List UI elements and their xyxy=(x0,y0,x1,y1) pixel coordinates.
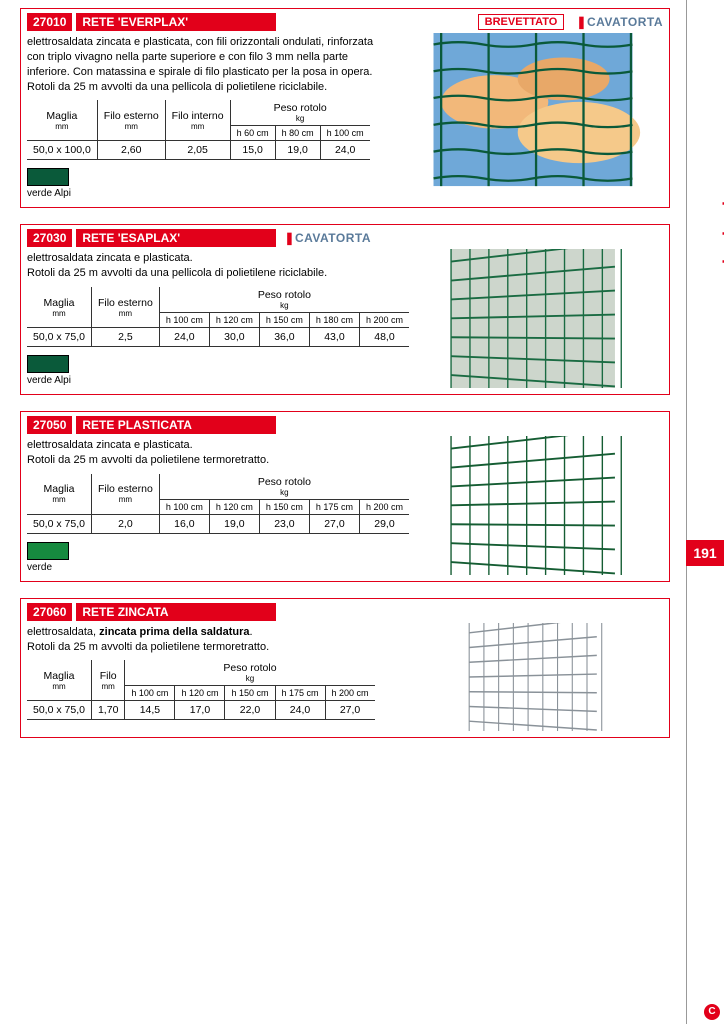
section-header: 27030 RETE 'ESAPLAX' ❚CAVATORTA xyxy=(27,229,663,247)
product-title: RETE ZINCATA xyxy=(76,603,276,621)
product-image xyxy=(403,33,663,201)
table-cell: 30,0 xyxy=(209,328,259,347)
sub-col-header: h 200 cm xyxy=(359,499,409,514)
col-header: Magliamm xyxy=(27,100,97,141)
product-code: 27010 xyxy=(27,13,72,31)
product-section: 27030 RETE 'ESAPLAX' ❚CAVATORTA elettrosal… xyxy=(20,224,670,395)
sub-col-header: h 120 cm xyxy=(209,313,259,328)
table-cell: 2,0 xyxy=(91,514,159,533)
table-cell: 48,0 xyxy=(359,328,409,347)
table-cell: 50,0 x 100,0 xyxy=(27,141,97,160)
table-cell: 50,0 x 75,0 xyxy=(27,701,91,720)
col-header-group: Peso rotolokg xyxy=(125,660,375,686)
product-description: elettrosaldata, zincata prima della sald… xyxy=(27,625,392,655)
sub-col-header: h 200 cm xyxy=(325,686,375,701)
table-cell: 27,0 xyxy=(309,514,359,533)
brand-logo: ❚CAVATORTA xyxy=(576,15,663,29)
product-code: 27050 xyxy=(27,416,72,434)
col-header: Magliamm xyxy=(27,287,91,328)
table-cell: 24,0 xyxy=(275,701,325,720)
sub-col-header: h 175 cm xyxy=(275,686,325,701)
col-header: Filo esternomm xyxy=(91,287,159,328)
sub-col-header: h 150 cm xyxy=(259,313,309,328)
table-cell: 19,0 xyxy=(209,514,259,533)
sub-col-header: h 150 cm xyxy=(259,499,309,514)
table-cell: 27,0 xyxy=(325,701,375,720)
table-cell: 1,70 xyxy=(91,701,124,720)
table-cell: 2,05 xyxy=(165,141,230,160)
product-image xyxy=(403,436,663,575)
product-section: 27060 RETE ZINCATA elettrosaldata, zincat… xyxy=(20,598,670,738)
color-swatch xyxy=(27,168,69,186)
sub-col-header: h 80 cm xyxy=(275,126,320,141)
section-header: 27060 RETE ZINCATA xyxy=(27,603,663,621)
sub-col-header: h 100 cm xyxy=(320,126,370,141)
page-number: 191 xyxy=(686,540,724,566)
col-header-group: Peso rotolokg xyxy=(159,474,409,500)
col-header: Filo esternomm xyxy=(97,100,165,141)
sub-col-header: h 100 cm xyxy=(159,499,209,514)
corner-badge: C xyxy=(704,1004,720,1020)
table-cell: 50,0 x 75,0 xyxy=(27,514,91,533)
sub-col-header: h 175 cm xyxy=(309,499,359,514)
sub-col-header: h 180 cm xyxy=(309,313,359,328)
product-image xyxy=(403,623,663,731)
product-section: 27010 RETE 'EVERPLAX' BREVETTATO ❚CAVATORT… xyxy=(20,8,670,208)
patent-badge: BREVETTATO xyxy=(478,14,565,30)
product-title: RETE 'EVERPLAX' xyxy=(76,13,276,31)
table-cell: 14,5 xyxy=(125,701,175,720)
table-cell: 15,0 xyxy=(230,141,275,160)
table-cell: 24,0 xyxy=(159,328,209,347)
sub-col-header: h 200 cm xyxy=(359,313,409,328)
table-cell: 29,0 xyxy=(359,514,409,533)
table-cell: 2,60 xyxy=(97,141,165,160)
sub-col-header: h 120 cm xyxy=(175,686,225,701)
table-cell: 36,0 xyxy=(259,328,309,347)
color-swatch xyxy=(27,542,69,560)
sub-col-header: h 150 cm xyxy=(225,686,275,701)
color-swatch xyxy=(27,355,69,373)
side-category-label: recinzioni xyxy=(720,200,724,294)
table-cell: 19,0 xyxy=(275,141,320,160)
product-section: 27050 RETE PLASTICATA elettrosaldata zinc… xyxy=(20,411,670,582)
table-cell: 22,0 xyxy=(225,701,275,720)
product-description: elettrosaldata zincata e plasticata.Roto… xyxy=(27,438,392,468)
col-header: Magliamm xyxy=(27,474,91,515)
sub-col-header: h 60 cm xyxy=(230,126,275,141)
col-header: Filomm xyxy=(91,660,124,701)
section-header: 27050 RETE PLASTICATA xyxy=(27,416,663,434)
table-cell: 17,0 xyxy=(175,701,225,720)
col-header-group: Peso rotolokg xyxy=(159,287,409,313)
col-header: Filo esternomm xyxy=(91,474,159,515)
product-code: 27030 xyxy=(27,229,72,247)
table-cell: 2,5 xyxy=(91,328,159,347)
product-description: elettrosaldata zincata e plasticata, con… xyxy=(27,35,392,94)
col-header-group: Peso rotolokg xyxy=(230,100,370,126)
table-cell: 50,0 x 75,0 xyxy=(27,328,91,347)
table-cell: 23,0 xyxy=(259,514,309,533)
product-image xyxy=(403,249,663,388)
sub-col-header: h 120 cm xyxy=(209,499,259,514)
col-header: Filo internomm xyxy=(165,100,230,141)
sub-col-header: h 100 cm xyxy=(159,313,209,328)
table-cell: 16,0 xyxy=(159,514,209,533)
col-header: Magliamm xyxy=(27,660,91,701)
side-tab: recinzioni 191 xyxy=(686,0,724,1024)
product-title: RETE PLASTICATA xyxy=(76,416,276,434)
sub-col-header: h 100 cm xyxy=(125,686,175,701)
product-title: RETE 'ESAPLAX' xyxy=(76,229,276,247)
table-cell: 24,0 xyxy=(320,141,370,160)
product-description: elettrosaldata zincata e plasticata.Roto… xyxy=(27,251,392,281)
table-cell: 43,0 xyxy=(309,328,359,347)
product-code: 27060 xyxy=(27,603,72,621)
section-header: 27010 RETE 'EVERPLAX' BREVETTATO ❚CAVATORT… xyxy=(27,13,663,31)
brand-logo: ❚CAVATORTA xyxy=(284,231,371,245)
